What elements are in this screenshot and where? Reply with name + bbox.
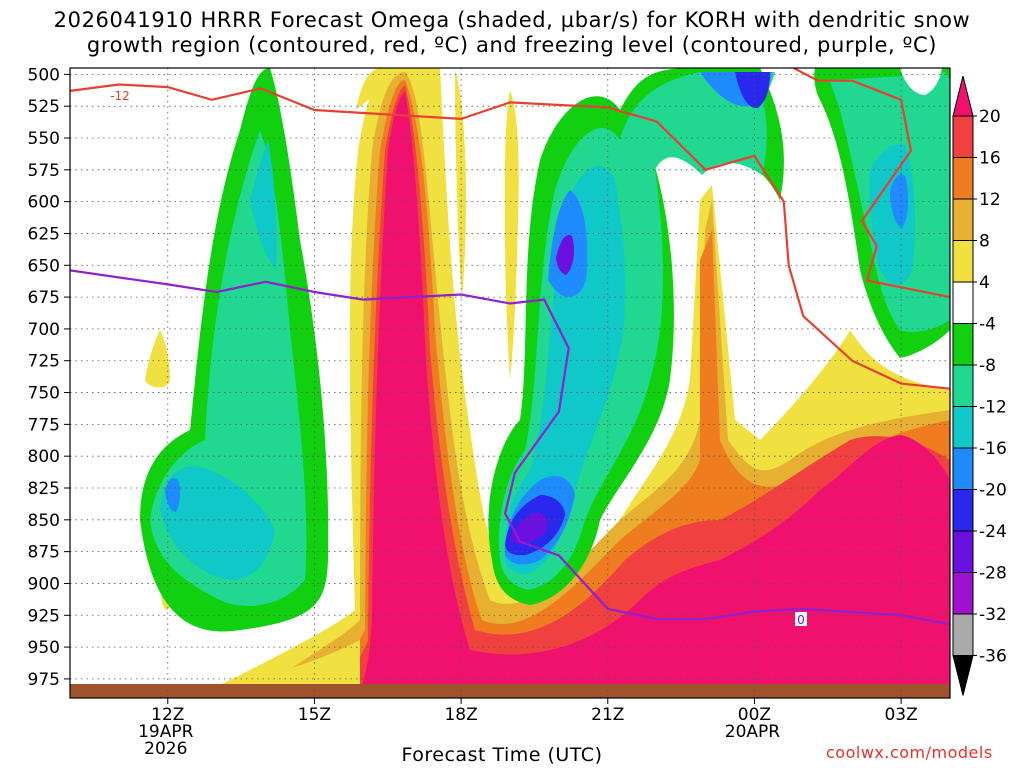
- y-tick-label: 775: [28, 415, 60, 435]
- x-tick-label: 03Z: [884, 705, 917, 725]
- colorbar-swatch: [952, 406, 974, 449]
- omega-positive-yellow-thin-left: [145, 330, 170, 388]
- y-tick-label: 675: [28, 288, 60, 308]
- colorbar-label: -4: [979, 315, 996, 335]
- colorbar-bottom-arrow: [952, 655, 974, 696]
- colorbar-swatch: [952, 364, 974, 407]
- x-tick-label: 00Z: [738, 705, 771, 725]
- colorbar-swatch: [952, 613, 974, 656]
- colorbar-swatch: [952, 198, 974, 241]
- y-tick-label: 850: [28, 511, 60, 531]
- dgz-contour-label: -12: [110, 89, 130, 103]
- chart-title-line-2: growth region (contoured, red, ºC) and f…: [86, 33, 938, 57]
- source-credit: coolwx.com/models: [826, 743, 993, 762]
- omega-positive-yellow-bottom-strip: [240, 640, 360, 690]
- terrain-strip: [70, 684, 950, 698]
- x-tick-label: 18Z: [444, 705, 477, 725]
- colorbar-label: -20: [979, 481, 1007, 501]
- freezing-level-contour-label: 0: [797, 613, 805, 627]
- colorbar-swatch: [952, 240, 974, 283]
- grid: [70, 68, 950, 698]
- y-tick-label: 650: [28, 256, 60, 276]
- x-tick-year-label: 2026: [144, 739, 187, 759]
- y-tick-label: 875: [28, 543, 60, 563]
- colorbar-swatch: [952, 281, 974, 324]
- colorbar-label: -28: [979, 564, 1007, 584]
- y-tick-label: 975: [28, 670, 60, 690]
- y-tick-label: 825: [28, 479, 60, 499]
- omega-positive-magenta-region: [360, 92, 950, 698]
- colorbar: 20 16 12 8 4 -4 -8 -12 -16 -20 -24 -28 -32 -36: [952, 75, 1007, 696]
- colorbar-label: -16: [979, 439, 1007, 459]
- colorbar-swatch: [952, 530, 974, 573]
- x-axis-title: Forecast Time (UTC): [401, 744, 603, 766]
- omega-negative-indigo-upper-right: [735, 72, 770, 109]
- freezing-level-contour-line: [70, 269, 950, 626]
- dgz-contour-minus18-line: [793, 68, 950, 299]
- colorbar-swatch: [952, 115, 974, 158]
- colorbar-label: -8: [979, 356, 996, 376]
- y-tick-label: 550: [28, 129, 60, 149]
- colorbar-swatch: [952, 572, 974, 615]
- omega-shading: [70, 68, 950, 698]
- contour-label-bg: [105, 88, 135, 102]
- colorbar-label: 4: [979, 273, 990, 293]
- omega-negative-blue-left-blob: [165, 478, 181, 512]
- x-tick-label: 21Z: [591, 705, 624, 725]
- x-tick-date-label: 20APR: [725, 722, 781, 742]
- omega-white-notch-top: [775, 68, 801, 77]
- colorbar-label: 20: [979, 107, 1001, 127]
- colorbar-swatch: [952, 489, 974, 532]
- colorbar-swatch: [952, 447, 974, 490]
- colorbar-label: -12: [979, 398, 1007, 418]
- colorbar-label: 8: [979, 232, 990, 252]
- y-tick-label: 575: [28, 161, 60, 181]
- contour-lines: -12 0: [70, 68, 950, 627]
- x-tick-label: 15Z: [298, 705, 331, 725]
- omega-white-notch-right: [900, 68, 942, 95]
- y-tick-label: 525: [28, 97, 60, 117]
- y-axis: 500 525 550 575 600 625 650 675 700 725 750 775 800 8…: [28, 65, 70, 690]
- y-tick-label: 625: [28, 224, 60, 244]
- dgz-contour-minus12-line: [70, 83, 950, 390]
- y-tick-label: 700: [28, 320, 60, 340]
- colorbar-label: 12: [979, 190, 1001, 210]
- omega-positive-yellow-thin-mid-2: [455, 70, 466, 300]
- colorbar-swatch: [952, 157, 974, 200]
- colorbar-label: -32: [979, 605, 1007, 625]
- plot-frame: [69, 67, 951, 699]
- omega-negative-cyan-upper-left: [250, 140, 277, 270]
- y-tick-label: 600: [28, 193, 60, 213]
- x-tick-date-label: 19APR: [138, 722, 194, 742]
- y-tick-label: 900: [28, 574, 60, 594]
- y-tick-label: 925: [28, 606, 60, 626]
- chart-title-line-1: 2026041910 HRRR Forecast Omega (shaded, …: [53, 8, 971, 32]
- contour-label-bg-2: [795, 612, 807, 626]
- colorbar-label: 16: [979, 149, 1001, 169]
- y-tick-label: 950: [28, 638, 60, 658]
- colorbar-top-arrow: [952, 75, 974, 117]
- omega-positive-yellow-blob-upper: [356, 68, 420, 110]
- colorbar-label: -24: [979, 522, 1007, 542]
- y-tick-label: 750: [28, 384, 60, 404]
- omega-positive-yellow-thin-mid: [504, 90, 519, 380]
- colorbar-label: -36: [979, 647, 1007, 667]
- y-tick-label: 800: [28, 447, 60, 467]
- y-tick-label: 500: [28, 65, 60, 85]
- x-tick-label: 12Z: [151, 705, 184, 725]
- y-tick-label: 725: [28, 352, 60, 372]
- omega-negative-blue-right-column: [890, 174, 909, 228]
- colorbar-swatch: [952, 323, 974, 366]
